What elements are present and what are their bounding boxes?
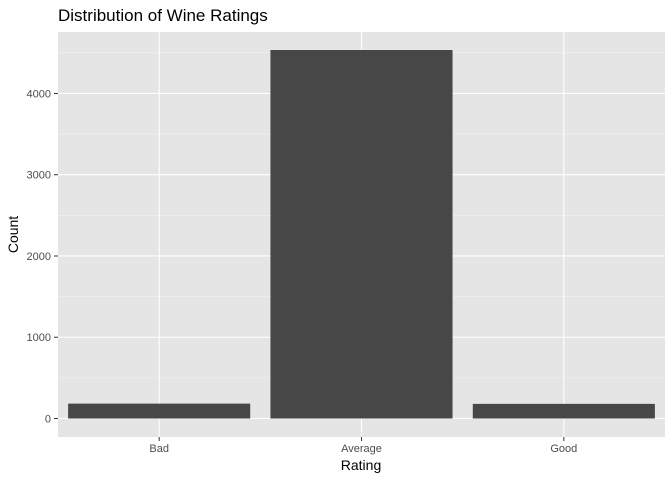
- x-tick-label: Average: [341, 443, 382, 455]
- chart-title: Distribution of Wine Ratings: [58, 6, 268, 25]
- x-tick-label: Good: [550, 443, 577, 455]
- bar-good: [472, 403, 655, 419]
- y-tick-label: 0: [45, 413, 51, 425]
- y-tick-label: 3000: [27, 170, 51, 182]
- y-tick-label: 2000: [27, 251, 51, 263]
- x-axis-title: Rating: [341, 457, 381, 473]
- y-tick-label: 1000: [27, 332, 51, 344]
- y-axis: 0 1000 2000 3000 4000: [27, 88, 58, 425]
- y-axis-title: Count: [5, 216, 21, 253]
- x-tick-label: Bad: [149, 443, 169, 455]
- x-axis: Bad Average Good: [149, 437, 577, 455]
- bar-average: [270, 50, 453, 419]
- bar-bad: [68, 403, 251, 419]
- bars: [68, 50, 655, 419]
- y-tick-label: 4000: [27, 88, 51, 100]
